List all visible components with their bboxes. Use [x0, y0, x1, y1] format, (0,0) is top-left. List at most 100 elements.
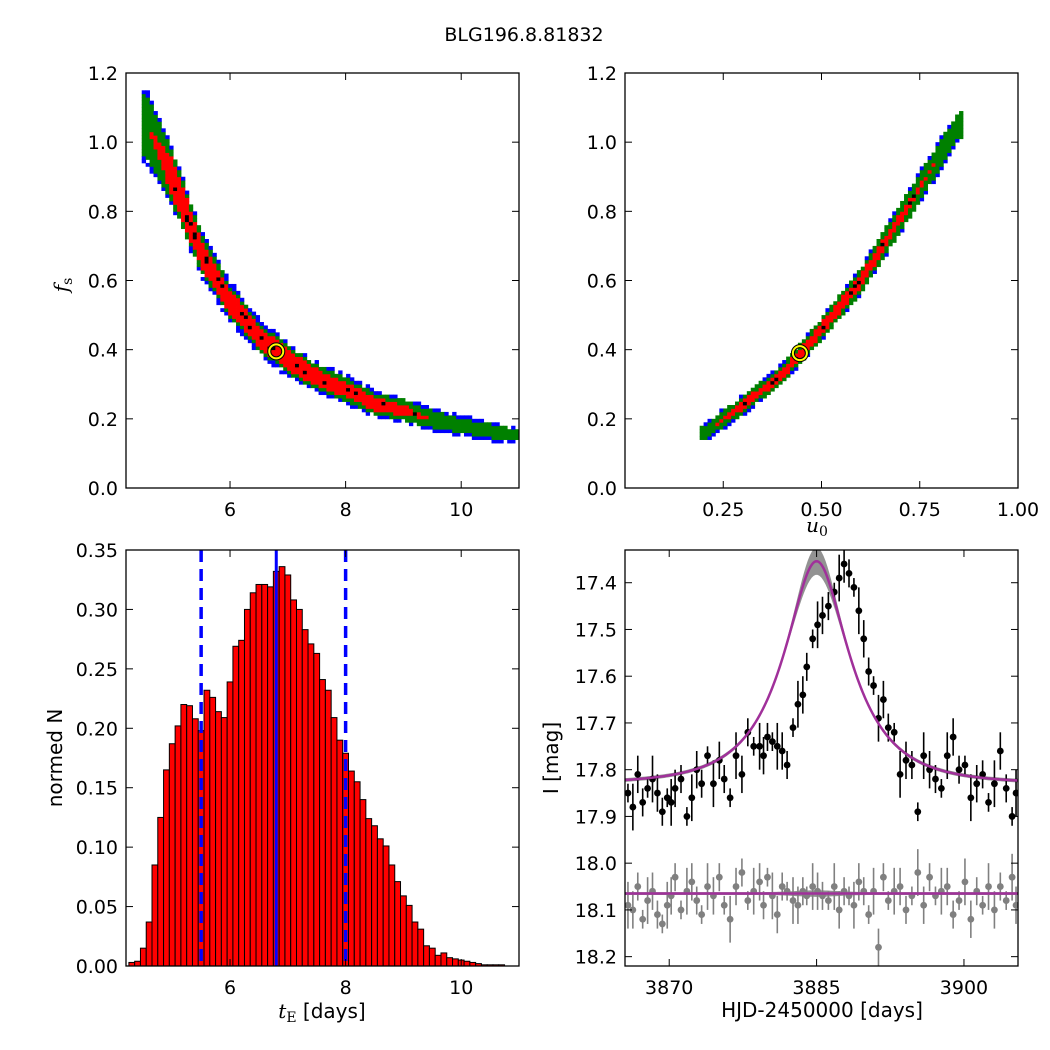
contour-cell-mid — [833, 318, 838, 323]
contour-cell-mid — [892, 214, 897, 219]
contour-cell-mid — [793, 349, 799, 354]
contour-cell-mid — [149, 121, 154, 126]
contour-cell-mid — [157, 169, 162, 174]
contour-cell-inner — [161, 152, 166, 157]
contour-cell-mid — [353, 384, 359, 389]
contour-cell-inner — [860, 273, 866, 278]
data-point-black — [778, 747, 786, 755]
contour-cell-mid — [900, 221, 905, 226]
contour-cell-mid — [408, 415, 414, 420]
contour-cell-outer — [738, 394, 744, 399]
contour-cell-outer — [707, 436, 712, 440]
contour-cell-inner — [892, 221, 897, 226]
data-point-black — [961, 761, 969, 769]
contour-cell-mid — [405, 415, 410, 420]
contour-cell-inner — [330, 380, 335, 385]
data-point-gray — [902, 906, 910, 914]
contour-cell-inner — [310, 373, 316, 378]
contour-cell-inner — [283, 360, 288, 364]
contour-cell-inner — [746, 401, 752, 406]
contour-cell-mid — [357, 384, 363, 389]
contour-cell-mid — [389, 398, 394, 402]
contour-cell-outer — [385, 415, 390, 420]
contour-cell-mid — [412, 405, 418, 409]
contour-cell-mid — [884, 225, 889, 230]
x-tick-label: 8 — [340, 977, 352, 999]
data-point-gray — [756, 878, 764, 886]
contour-cell-outer — [177, 166, 182, 171]
contour-cell-inner — [188, 228, 194, 233]
contour-cell-core — [204, 259, 209, 264]
contour-cell-mid — [841, 308, 846, 313]
contour-cell-mid — [357, 401, 363, 406]
contour-cell-mid — [460, 429, 465, 434]
contour-cell-mid — [153, 152, 158, 157]
contour-cell-mid — [495, 436, 500, 440]
contour-cell-mid — [361, 387, 367, 392]
contour-cell-inner — [220, 297, 225, 302]
contour-cell-inner — [181, 218, 186, 223]
contour-cell-mid — [915, 176, 921, 181]
contour-cell-mid — [141, 107, 147, 112]
contour-cell-inner — [255, 328, 261, 333]
contour-cell-outer — [762, 377, 767, 382]
histogram-bar — [353, 781, 361, 967]
contour-cell-inner — [334, 387, 339, 392]
contour-cell-inner — [346, 394, 351, 399]
contour-cell-mid — [145, 152, 150, 157]
contour-cell-outer — [236, 325, 241, 330]
data-point-gray — [677, 906, 685, 914]
contour-cell-inner — [864, 266, 870, 271]
data-point-gray — [639, 915, 647, 923]
contour-cell-mid — [872, 249, 877, 254]
contour-cell-mid — [212, 287, 217, 292]
contour-cell-outer — [947, 124, 952, 129]
contour-cell-inner — [271, 335, 276, 340]
contour-cell-mid — [471, 422, 477, 427]
tE-histogram-panel: 6 8 100.000.050.100.150.200.250.300.35norm… — [43, 540, 520, 1026]
contour-cell-mid — [715, 425, 720, 430]
contour-cell-inner — [809, 342, 815, 347]
contour-cell-mid — [216, 266, 221, 271]
contour-cell-inner — [291, 353, 296, 357]
contour-cell-mid — [239, 325, 245, 330]
data-point-black — [985, 799, 992, 806]
y-tick-label: 0.2 — [88, 409, 118, 431]
contour-cell-outer — [432, 408, 437, 413]
y-tick-label: 17.5 — [575, 619, 617, 641]
contour-cell-core — [243, 315, 249, 319]
contour-cell-inner — [287, 360, 292, 364]
contour-cell-outer — [939, 135, 944, 140]
contour-cell-mid — [169, 197, 174, 202]
contour-cell-mid — [306, 360, 312, 364]
y-tick-label: 17.7 — [575, 713, 617, 735]
contour-cell-inner — [778, 377, 783, 382]
data-point-black — [914, 808, 922, 816]
contour-cell-outer — [731, 418, 736, 423]
contour-cell-outer — [141, 90, 147, 95]
contour-cell-mid — [511, 432, 516, 437]
contour-cell-mid — [860, 283, 866, 288]
contour-cell-mid — [951, 121, 956, 126]
contour-cell-mid — [436, 418, 441, 423]
contour-cell-mid — [173, 207, 178, 212]
contour-cell-mid — [766, 377, 771, 382]
contour-cell-mid — [495, 425, 500, 430]
figure-title: BLG196.8.81832 — [444, 24, 603, 46]
histogram-bar — [388, 864, 396, 967]
contour-cell-mid — [428, 415, 433, 420]
contour-cell-outer — [259, 322, 264, 326]
contour-cell-inner — [770, 384, 775, 389]
contour-cell-mid — [251, 339, 257, 344]
data-point-gray — [875, 943, 882, 951]
contour-cell-outer — [145, 162, 150, 167]
contour-cell-mid — [236, 322, 241, 326]
contour-cell-mid — [491, 429, 496, 434]
data-point-black — [639, 799, 647, 806]
contour-cell-inner — [224, 297, 229, 302]
contour-cell-inner — [157, 142, 162, 147]
contour-cell-inner — [927, 169, 932, 174]
contour-cell-mid — [385, 394, 390, 399]
contour-cell-inner — [173, 190, 178, 195]
contour-cell-mid — [935, 152, 940, 157]
